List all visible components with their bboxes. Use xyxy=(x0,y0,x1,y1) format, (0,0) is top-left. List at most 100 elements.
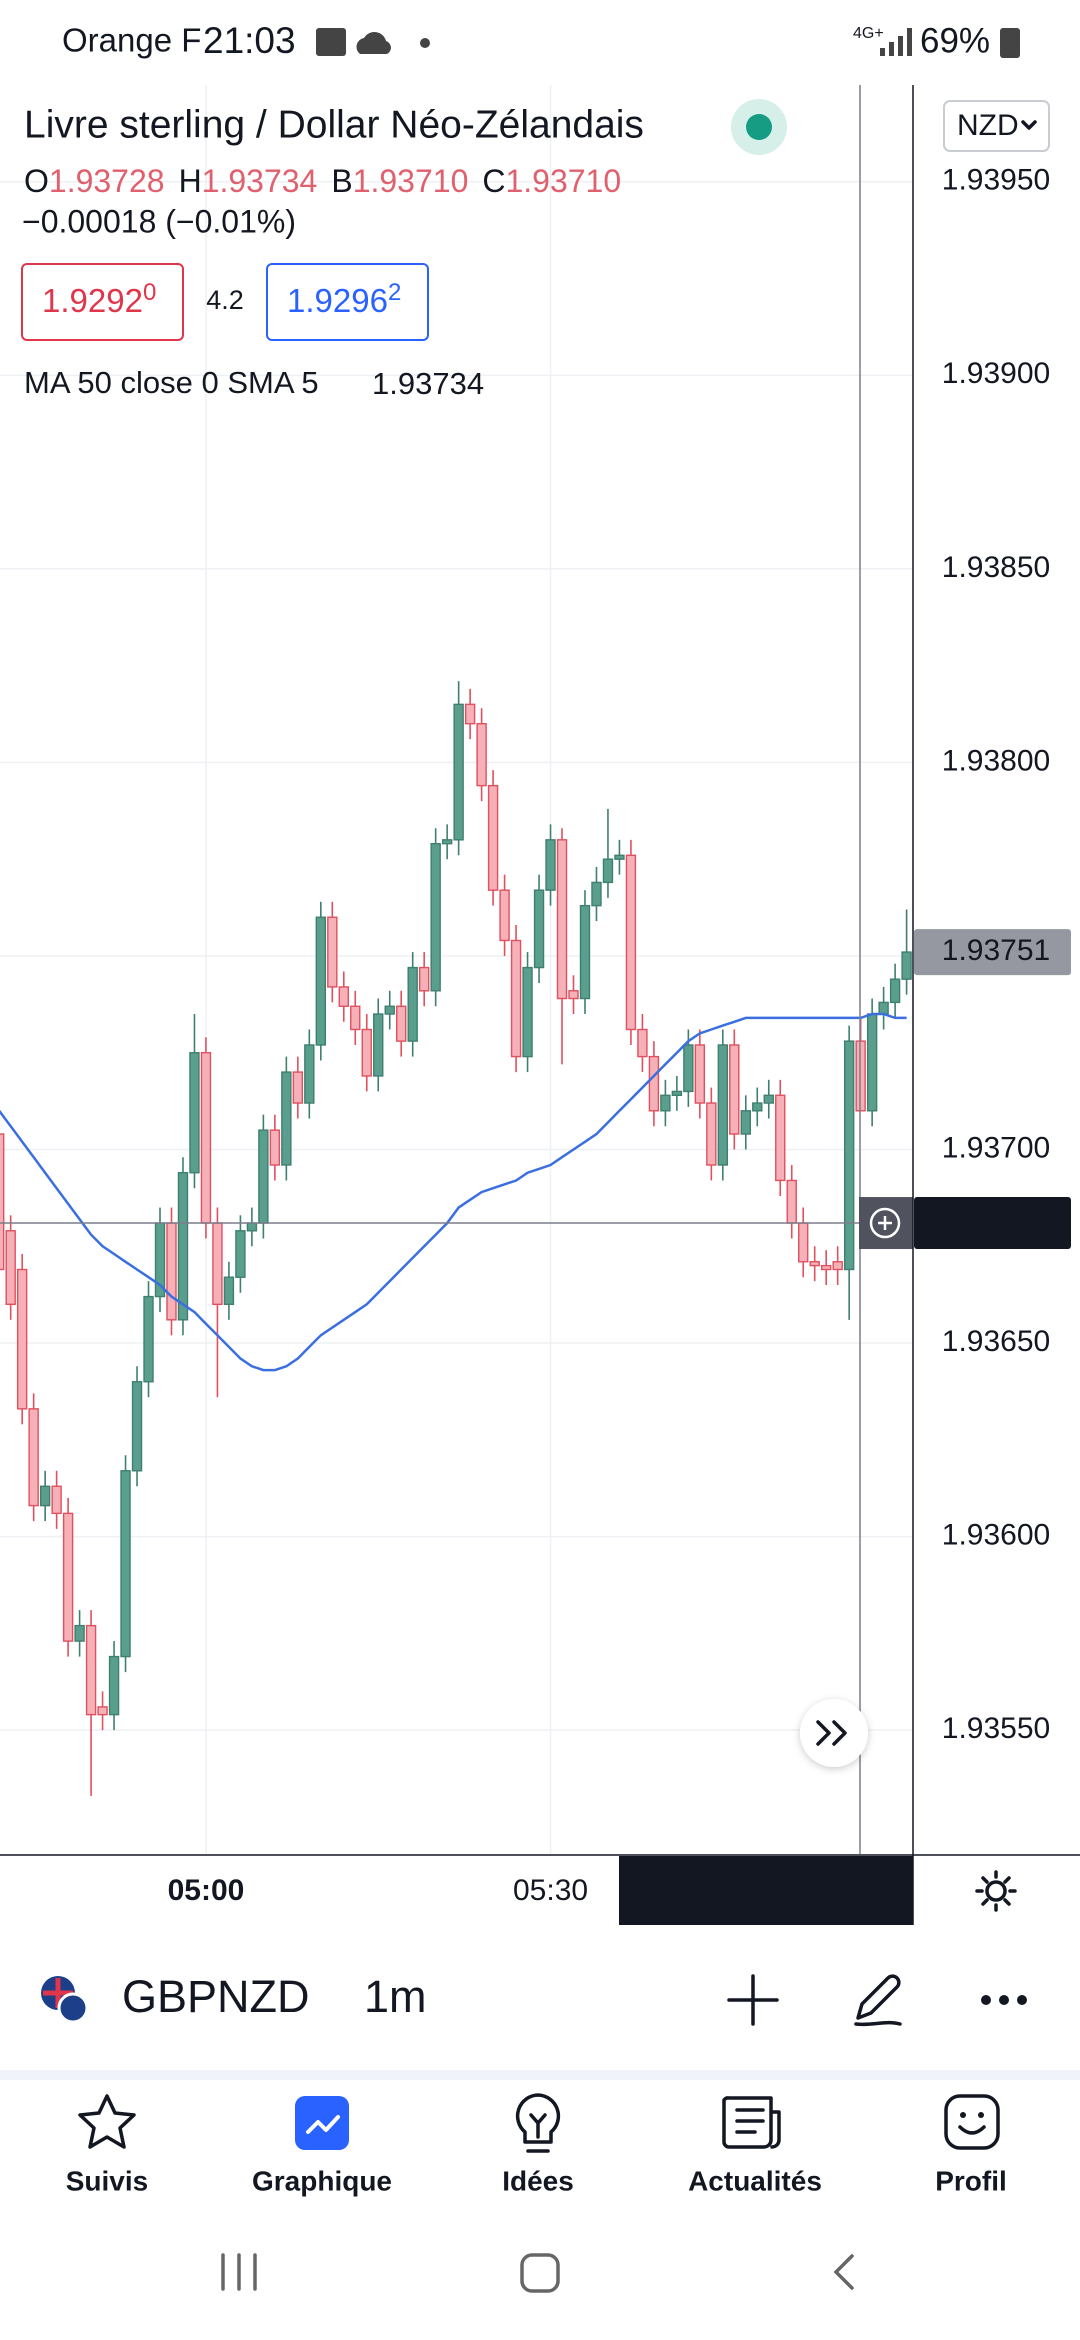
candle-body xyxy=(396,1005,407,1042)
candle-body xyxy=(269,1129,281,1166)
candle-body xyxy=(533,889,545,969)
more-button[interactable] xyxy=(981,1995,1027,2005)
close-value: 1.93710 xyxy=(505,163,621,199)
nav-icon-chart-line xyxy=(306,2115,340,2134)
candle-body xyxy=(223,1276,235,1306)
crosshair-price-label: 1.93681 xyxy=(942,1205,1050,1238)
candle-body xyxy=(16,1268,28,1410)
recent-apps[interactable] xyxy=(221,2253,257,2291)
double-chevron xyxy=(816,1720,847,1746)
y-tick-label: 1.93950 xyxy=(942,164,1050,197)
candles xyxy=(0,681,912,1796)
candle-body xyxy=(292,1071,304,1104)
candle-body xyxy=(545,839,556,891)
grid xyxy=(0,85,913,1854)
chevron-down xyxy=(1021,120,1037,130)
candle-body xyxy=(729,1044,740,1135)
candle-body xyxy=(97,1706,108,1716)
nav-label[interactable]: Idées xyxy=(502,2165,574,2196)
clock: 21:03 xyxy=(203,20,296,61)
candle-body xyxy=(246,1222,258,1232)
smile xyxy=(958,2125,986,2135)
battery-icon xyxy=(1000,28,1020,58)
dot xyxy=(420,38,430,48)
candle-body xyxy=(556,839,568,1000)
cloud-icon xyxy=(356,32,391,54)
x-tick-label: 05:30 xyxy=(513,1874,588,1907)
home[interactable] xyxy=(520,2253,560,2293)
candle-body xyxy=(809,1261,820,1267)
nav-label[interactable]: Actualités xyxy=(688,2165,822,2196)
currency: NZD xyxy=(957,109,1019,142)
candle-body xyxy=(499,889,510,942)
candle-body xyxy=(878,1001,889,1015)
settings-icon[interactable] xyxy=(975,1870,1017,1912)
market-status-dot[interactable] xyxy=(746,114,772,140)
last-price-box xyxy=(914,929,1071,976)
sell-button[interactable] xyxy=(21,263,184,341)
candle-body xyxy=(39,1485,51,1507)
nav-label-active[interactable]: Graphique xyxy=(252,2165,392,2196)
symbol[interactable]: GBPNZD xyxy=(122,1971,310,2022)
candle-body xyxy=(131,1381,143,1472)
flag-nz xyxy=(57,1992,89,2024)
back[interactable] xyxy=(833,2254,854,2290)
currency-selector[interactable] xyxy=(943,100,1050,152)
candle-body xyxy=(591,881,602,907)
candle-body xyxy=(602,858,614,884)
candle-body xyxy=(235,1230,246,1278)
y-tick-label: 1.93800 xyxy=(942,744,1050,777)
candle-body xyxy=(120,1470,131,1658)
candle-body xyxy=(453,703,464,841)
candle-body xyxy=(798,1222,809,1263)
crosshair-price-box xyxy=(914,1197,1071,1250)
x-tick-label: 05:00 xyxy=(168,1874,245,1907)
buy-button[interactable] xyxy=(266,263,429,341)
crosshair-time: 05:57 xyxy=(810,1871,888,1906)
candle-body xyxy=(200,1052,212,1224)
candle-body xyxy=(901,951,912,980)
carrier: Orange F xyxy=(62,22,201,59)
candle-body xyxy=(671,1090,683,1097)
nav-icon-chart xyxy=(295,2096,349,2150)
ma-line xyxy=(0,1012,907,1372)
scroll-realtime-button[interactable] xyxy=(800,1699,868,1767)
spread: 4.2 xyxy=(206,285,244,315)
nav-label[interactable]: Suivis xyxy=(66,2165,148,2196)
crosshair-date: 04 Mai '22 xyxy=(641,1871,783,1906)
indicator-name: MA 50 close 0 SMA 5 xyxy=(24,365,319,400)
separator xyxy=(0,2070,1080,2080)
nav-label[interactable]: Profil xyxy=(935,2165,1007,2196)
candle-body xyxy=(464,703,476,725)
candle-body xyxy=(361,1028,372,1077)
interval[interactable]: 1m xyxy=(364,1971,427,2022)
y-tick-label: 1.93700 xyxy=(942,1131,1050,1164)
candle-body xyxy=(373,1013,384,1077)
candle-body xyxy=(820,1264,832,1271)
add-button[interactable] xyxy=(727,1974,779,2026)
flag-cross xyxy=(43,1978,73,2008)
eye xyxy=(978,2112,984,2118)
draw-button[interactable] xyxy=(854,1974,902,2027)
candle-body xyxy=(418,966,430,992)
bid-price: 1.92920 xyxy=(42,279,156,318)
nav-icon-watchlist xyxy=(78,2094,136,2149)
symbol-toolbar: GBPNZD 1m xyxy=(41,1971,1027,2027)
candle-body xyxy=(177,1172,189,1321)
open-value: 1.93728 xyxy=(49,163,165,199)
candle-body xyxy=(384,1005,395,1015)
candle-body xyxy=(637,1028,648,1058)
y-tick-label: 1.93850 xyxy=(942,551,1050,584)
ask-pip: 2 xyxy=(388,279,401,306)
y-tick-label: 1.93550 xyxy=(942,1712,1050,1745)
candle-body xyxy=(717,1044,729,1166)
crosshair-time-box xyxy=(619,1856,913,1925)
status-bar: Orange F 21:03 4G+ 69% xyxy=(62,20,1020,61)
candle-body xyxy=(143,1295,154,1383)
candle-body xyxy=(189,1052,200,1174)
chart-overlay: 1.935501.936001.936501.937001.937501.938… xyxy=(0,85,1071,1925)
battery-level: 69% xyxy=(920,21,990,60)
candle-body xyxy=(407,966,418,1042)
close-label: C xyxy=(482,163,505,199)
